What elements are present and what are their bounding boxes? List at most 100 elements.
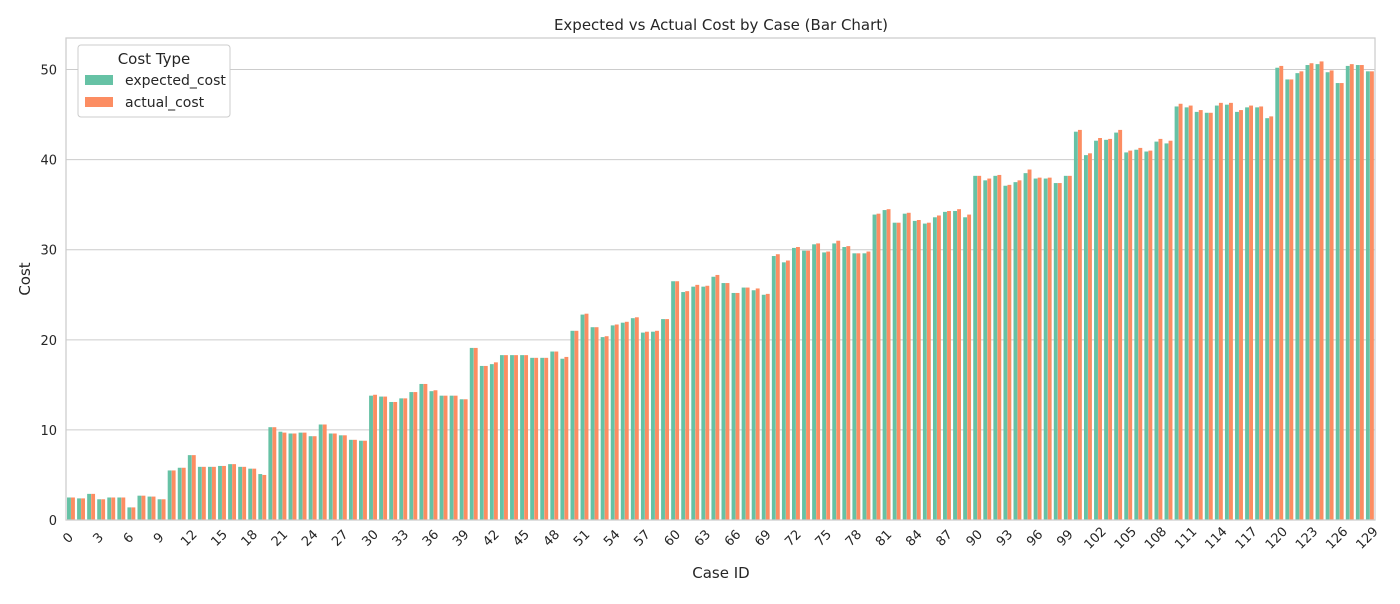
bar-actual-cost-40 (473, 347, 478, 520)
plot-frame (65, 37, 1376, 521)
bar-actual-cost-113 (1208, 112, 1213, 520)
bar-actual-cost-89 (967, 214, 972, 520)
bar-expected-cost-91 (983, 180, 988, 520)
bar-expected-cost-119 (1265, 118, 1270, 521)
bar-expected-cost-92 (993, 175, 998, 520)
bar-actual-cost-102 (1098, 138, 1102, 520)
bar-expected-cost-54 (610, 325, 615, 520)
bar-actual-cost-116 (1239, 110, 1243, 520)
bar-expected-cost-118 (1255, 107, 1260, 521)
bar-expected-cost-129 (1365, 71, 1370, 520)
bar-expected-cost-14 (207, 466, 212, 520)
bar-actual-cost-36 (433, 390, 438, 520)
bar-actual-cost-30 (373, 394, 377, 520)
bar-actual-cost-20 (272, 427, 277, 520)
bar-expected-cost-110 (1174, 106, 1179, 520)
bar-actual-cost-8 (151, 496, 156, 520)
bar-actual-cost-124 (1319, 61, 1324, 521)
bar-expected-cost-125 (1325, 72, 1330, 521)
bar-expected-cost-3 (97, 499, 102, 520)
bar-actual-cost-129 (1369, 71, 1374, 520)
bar-expected-cost-63 (701, 286, 706, 520)
bar-expected-cost-26 (328, 433, 333, 520)
bar-expected-cost-2 (87, 493, 92, 520)
bar-expected-cost-62 (691, 286, 696, 520)
bar-actual-cost-92 (997, 174, 1002, 520)
bar-expected-cost-87 (943, 211, 947, 520)
bar-actual-cost-103 (1108, 138, 1113, 520)
bar-expected-cost-10 (167, 470, 172, 520)
bar-expected-cost-127 (1345, 65, 1350, 521)
legend-title: Cost Type (118, 50, 191, 68)
bar-expected-cost-75 (822, 252, 827, 521)
bar-expected-cost-95 (1023, 173, 1028, 520)
y-tick-label: 0 (49, 514, 57, 529)
bar-actual-cost-48 (554, 351, 559, 520)
bar-expected-cost-59 (661, 319, 665, 520)
bar-actual-cost-24 (312, 436, 317, 520)
bar-actual-cost-47 (544, 357, 549, 520)
bar-expected-cost-80 (872, 214, 877, 520)
bar-expected-cost-15 (218, 465, 222, 520)
bar-expected-cost-90 (973, 175, 978, 520)
bar-expected-cost-49 (560, 358, 565, 520)
x-axis-label: Case ID (692, 564, 749, 582)
bar-expected-cost-113 (1204, 112, 1209, 520)
bar-expected-cost-67 (741, 287, 746, 520)
bar-actual-cost-73 (806, 250, 810, 520)
bar-actual-cost-12 (191, 455, 196, 520)
bar-actual-cost-3 (101, 499, 106, 520)
bar-actual-cost-51 (584, 313, 589, 520)
bar-actual-cost-25 (322, 424, 327, 520)
y-tick-label: 10 (40, 424, 57, 439)
bar-actual-cost-64 (715, 274, 720, 520)
bar-actual-cost-61 (685, 291, 690, 520)
bar-expected-cost-25 (318, 424, 323, 520)
bar-expected-cost-23 (298, 432, 303, 520)
bar-expected-cost-84 (912, 220, 917, 520)
bar-expected-cost-28 (348, 439, 353, 520)
y-tick-label: 50 (40, 64, 57, 79)
bar-expected-cost-100 (1073, 131, 1078, 520)
bar-expected-cost-97 (1043, 178, 1048, 521)
legend-swatch-expected-cost (85, 75, 113, 85)
bar-actual-cost-18 (252, 468, 257, 520)
bar-actual-cost-85 (926, 222, 931, 520)
bar-actual-cost-13 (201, 466, 206, 520)
bar-actual-cost-91 (987, 178, 992, 521)
bar-expected-cost-46 (530, 357, 535, 520)
bar-actual-cost-15 (222, 465, 226, 520)
bar-expected-cost-73 (802, 250, 806, 520)
bar-actual-cost-1 (81, 498, 85, 520)
bar-actual-cost-10 (171, 470, 176, 520)
bar-actual-cost-43 (504, 355, 508, 520)
bar-actual-cost-126 (1339, 83, 1344, 521)
bar-actual-cost-2 (91, 493, 96, 520)
bar-expected-cost-105 (1124, 152, 1129, 521)
legend-box (77, 44, 231, 118)
bar-expected-cost-12 (187, 455, 192, 520)
bar-actual-cost-93 (1007, 184, 1012, 520)
bar-actual-cost-82 (896, 222, 901, 520)
bar-expected-cost-74 (812, 244, 817, 520)
bar-expected-cost-33 (399, 398, 404, 520)
bar-actual-cost-118 (1259, 106, 1264, 520)
bar-expected-cost-93 (1003, 185, 1008, 520)
bar-actual-cost-39 (463, 399, 468, 520)
bar-expected-cost-112 (1194, 111, 1199, 520)
bar-expected-cost-58 (651, 331, 655, 520)
bar-actual-cost-34 (413, 392, 418, 520)
bar-actual-cost-74 (816, 243, 821, 520)
bar-actual-cost-117 (1249, 105, 1254, 520)
bar-actual-cost-121 (1289, 79, 1294, 520)
bar-expected-cost-31 (379, 396, 384, 520)
bar-actual-cost-101 (1088, 153, 1092, 520)
legend-label-expected-cost: expected_cost (125, 73, 226, 89)
bar-expected-cost-37 (439, 395, 444, 520)
bar-actual-cost-79 (866, 251, 871, 520)
bar-actual-cost-14 (212, 466, 216, 520)
bar-expected-cost-29 (359, 440, 363, 520)
bar-actual-cost-63 (705, 285, 710, 520)
bar-expected-cost-32 (389, 401, 394, 520)
